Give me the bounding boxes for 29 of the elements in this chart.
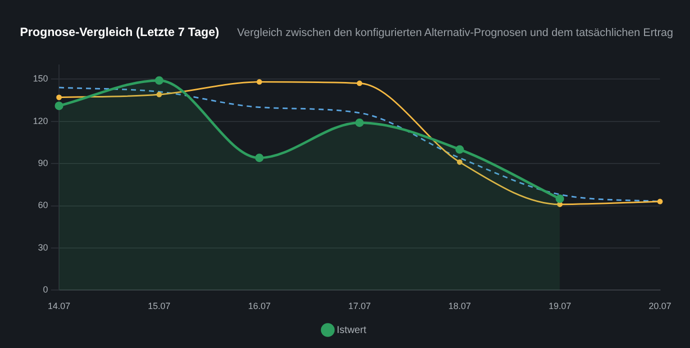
point: [256, 79, 262, 85]
x-tick-label: 18.07: [448, 301, 471, 312]
point: [255, 154, 264, 162]
point: [56, 94, 62, 100]
point: [657, 198, 663, 204]
y-tick-label: 150: [32, 74, 48, 84]
x-tick-label: 16.07: [248, 301, 271, 312]
x-tick-label: 20.07: [648, 301, 672, 312]
chart-title: Prognose-Vergleich (Letzte 7 Tage): [20, 25, 220, 39]
x-tick-label: 17.07: [348, 301, 371, 312]
y-tick-label: 60: [38, 200, 48, 210]
legend-label: Istwert: [336, 324, 366, 336]
y-tick-label: 30: [38, 242, 48, 252]
point: [156, 92, 162, 98]
y-tick-label: 120: [32, 116, 48, 126]
y-tick-label: 90: [38, 158, 48, 168]
chart-subtitle: Vergleich zwischen den konfigurierten Alternativ-Prognosen und dem tatsächlichen Ertrag: [237, 27, 674, 39]
point: [356, 80, 362, 86]
point: [54, 102, 64, 110]
y-tick-label: 0: [43, 284, 48, 295]
x-tick-label: 15.07: [148, 301, 170, 312]
point: [455, 145, 464, 154]
point: [557, 202, 563, 208]
point: [456, 159, 462, 165]
x-tick-label: 14.07: [48, 301, 70, 312]
point: [154, 76, 164, 85]
x-tick-label: 19.07: [548, 301, 572, 312]
point: [355, 118, 364, 127]
point: [556, 194, 564, 203]
